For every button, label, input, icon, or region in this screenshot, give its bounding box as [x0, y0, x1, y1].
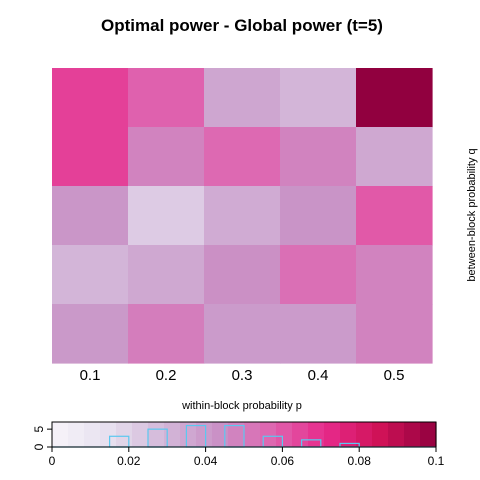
x-tick-label: 0.5: [384, 367, 405, 384]
legend-color-step: [388, 422, 405, 447]
x-tick-labels: 0.1 0.2 0.3 0.4 0.5: [80, 367, 405, 384]
heatmap-cell-r1-c3: [280, 127, 357, 187]
legend-color-step: [244, 422, 261, 447]
heatmap-cell-r4-c1: [128, 304, 205, 364]
legend-color-step: [404, 422, 421, 447]
legend-color-step: [356, 422, 373, 447]
legend-color-step: [132, 422, 149, 447]
legend-color-step: [292, 422, 309, 447]
heatmap-cell-r2-c1: [128, 186, 205, 246]
legend-color-step: [52, 422, 69, 447]
heatmap-cell-r0-c4: [356, 68, 433, 128]
x-tick-label: 0.3: [232, 367, 253, 384]
legend-tick-label: 0.02: [117, 454, 141, 468]
legend-color-step: [148, 422, 165, 447]
heatmap-cell-r3-c3: [280, 245, 357, 305]
legend-color-step: [420, 422, 437, 447]
chart-title: Optimal power - Global power (t=5): [101, 16, 383, 35]
legend-tick-label: 0.04: [194, 454, 218, 468]
heatmap-cell-r3-c0: [52, 245, 129, 305]
heatmap-cell-r1-c2: [204, 127, 281, 187]
legend-frame: [51, 421, 437, 448]
heatmap-cell-r0-c0: [52, 68, 129, 128]
heatmap-cell-r1-c4: [356, 127, 433, 187]
legend-color-step: [228, 422, 245, 447]
x-tick-label: 0.1: [80, 367, 101, 384]
y-axis-label: between-block probability q: [466, 148, 478, 281]
color-legend: 0 0.02 0.04 0.06 0.08 0.1 0 5: [32, 421, 445, 468]
legend-color-step: [372, 422, 389, 447]
heatmap-cell-r4-c0: [52, 304, 129, 364]
count-tick-label: 0: [32, 443, 46, 450]
legend-color-step: [324, 422, 341, 447]
heatmap-cell-r1-c0: [52, 127, 129, 187]
heatmap-cell-r4-c4: [356, 304, 433, 364]
heatmap-cell-r2-c4: [356, 186, 433, 246]
legend-color-step: [196, 422, 213, 447]
x-tick-label: 0.4: [308, 367, 329, 384]
legend-tick-label: 0.06: [271, 454, 295, 468]
legend-tick-label: 0.08: [348, 454, 372, 468]
heatmap-plot: [52, 68, 433, 364]
legend-color-step: [260, 422, 277, 447]
legend-color-step: [164, 422, 181, 447]
heatmap-cell-r3-c2: [204, 245, 281, 305]
legend-color-step: [180, 422, 197, 447]
heatmap-cell-r0-c1: [128, 68, 205, 128]
legend-color-step: [100, 422, 117, 447]
legend-color-step: [116, 422, 133, 447]
count-tick-label: 5: [32, 425, 46, 432]
heatmap-cell-r2-c2: [204, 186, 281, 246]
heatmap-cell-r1-c1: [128, 127, 205, 187]
x-tick-label: 0.2: [156, 367, 177, 384]
heatmap-cell-r4-c2: [204, 304, 281, 364]
x-axis-label: within-block probability p: [181, 400, 302, 412]
legend-color-step: [84, 422, 101, 447]
heatmap-cell-r2-c3: [280, 186, 357, 246]
heatmap-cell-r0-c2: [204, 68, 281, 128]
legend-tick-label: 0.1: [428, 454, 445, 468]
heatmap-cell-r2-c0: [52, 186, 129, 246]
legend-color-step: [276, 422, 293, 447]
heatmap-cell-r0-c3: [280, 68, 357, 128]
legend-color-step: [68, 422, 85, 447]
legend-color-step: [340, 422, 357, 447]
heatmap-cell-r3-c4: [356, 245, 433, 305]
heatmap-cell-r4-c3: [280, 304, 357, 364]
legend-color-step: [308, 422, 325, 447]
legend-tick-label: 0: [49, 454, 56, 468]
heatmap-cell-r3-c1: [128, 245, 205, 305]
